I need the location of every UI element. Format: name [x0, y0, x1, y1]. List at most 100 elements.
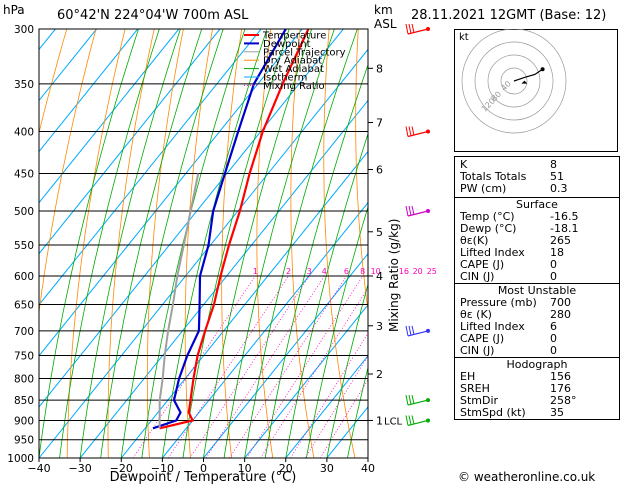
- isotherm-line: [39, 29, 139, 153]
- dry-adiabat-line: [256, 29, 274, 458]
- pressure-tick-label: 400: [14, 127, 34, 139]
- surface-row: θε(K) 265: [455, 235, 619, 247]
- dry-adiabat-line: [621, 29, 629, 458]
- index-label: Totals Totals: [460, 170, 527, 183]
- wet-adiabat-line: [182, 29, 290, 458]
- legend-label-temperature: Temperature: [262, 31, 326, 42]
- index-value: 8: [550, 158, 557, 171]
- pressure-tick-label: 650: [14, 300, 34, 312]
- hodograph-trace: [513, 68, 543, 82]
- km-tick-label: 6: [376, 163, 383, 176]
- x-tick-label: 40: [361, 462, 375, 475]
- hodo-label: SREH: [460, 382, 490, 395]
- datetime-title: 28.11.2021 12GMT (Base: 12): [411, 8, 607, 23]
- wet-adiabat-line: [59, 29, 160, 458]
- wind-barb-flag: [408, 394, 412, 405]
- isotherm-line: [203, 252, 368, 458]
- wet-adiabat-line: [264, 63, 368, 458]
- isotherm-line: [39, 29, 344, 408]
- mixing-ratio-label: 4: [322, 267, 327, 276]
- wind-barb-flag: [405, 205, 409, 217]
- surface-value: -16.5: [550, 210, 579, 223]
- series-temperature: [159, 29, 310, 430]
- hodograph-ring: [487, 54, 541, 108]
- mu-row: CIN (J) 0: [455, 345, 619, 357]
- mixing-ratio-line: [246, 275, 364, 458]
- pressure-tick-label: 700: [14, 326, 34, 338]
- wind-barb-dot: [426, 418, 430, 423]
- surface-row: Temp (°C) -16.5: [455, 211, 619, 223]
- index-row-pw: PW (cm) 0.3: [455, 183, 619, 195]
- wind-barb-flag: [408, 126, 412, 136]
- hodo-row: EH 156: [455, 371, 619, 383]
- hodograph-frame: [454, 29, 618, 152]
- mixing-ratio-line: [319, 378, 368, 458]
- wind-barb-dot: [426, 209, 430, 214]
- pressure-tick-label: 750: [14, 350, 34, 362]
- mu-row: Lifted Index 6: [455, 321, 619, 333]
- mu-value: 280: [550, 308, 571, 321]
- legend-label-dewpoint: Dewpoint: [263, 39, 311, 50]
- dry-adiabat-line: [323, 29, 356, 458]
- hodo-label: StmSpd (kt): [460, 406, 526, 419]
- x-tick-label: 30: [320, 462, 334, 475]
- pressure-tick-label: 450: [14, 168, 34, 180]
- asl-label: ASL: [374, 17, 397, 31]
- km-tick-label: 7: [376, 116, 383, 129]
- pressure-tick-label: 900: [14, 415, 34, 427]
- mixing-ratio-label: 8: [360, 267, 365, 276]
- surface-row: Dewp (°C) -18.1: [455, 223, 619, 235]
- surface-value: 18: [550, 246, 564, 259]
- series-parcel: [158, 173, 200, 429]
- isotherm-line: [39, 29, 180, 204]
- hodograph-ring: [461, 29, 567, 134]
- isotherm-line: [39, 29, 221, 255]
- mixing-ratio-label: 3: [307, 267, 312, 276]
- pressure-tick-label: 600: [14, 271, 34, 283]
- mixing-ratio-label: 10: [371, 267, 381, 276]
- hodograph-title: Hodograph: [506, 358, 568, 371]
- mixing-ratio-label: 2: [286, 267, 291, 276]
- index-value: 0.3: [550, 182, 568, 195]
- isotherm-line: [244, 303, 368, 458]
- mixing-ratio-label: 16: [399, 267, 409, 276]
- wind-barb-flag: [405, 23, 409, 35]
- surface-value: -18.1: [550, 222, 579, 235]
- x-tick-label: 0: [200, 462, 207, 475]
- x-tick-label: −40: [27, 462, 50, 475]
- mixing-ratio-label: 6: [344, 267, 349, 276]
- surface-title: Surface: [516, 198, 558, 211]
- wind-barb-flag: [411, 394, 415, 404]
- mu-label: Pressure (mb): [460, 296, 537, 309]
- wind-barb-flag: [408, 415, 412, 425]
- surface-row: CIN (J) 0: [455, 271, 619, 283]
- wind-barb-dot: [426, 27, 430, 31]
- wind-barb-flag: [408, 325, 412, 336]
- surface-label: CIN (J): [460, 270, 495, 283]
- mu-value: 0: [550, 344, 557, 357]
- mu-label: CAPE (J): [460, 332, 505, 345]
- wind-barb-flag: [405, 126, 409, 137]
- surface-label: CAPE (J): [460, 258, 505, 271]
- hodo-row: SREH 176: [455, 383, 619, 395]
- pressure-tick-label: 950: [14, 435, 34, 447]
- pressure-tick-label: 1000: [7, 453, 34, 465]
- pressure-tick-label: 350: [14, 79, 34, 91]
- mu-row: θε (K) 280: [455, 309, 619, 321]
- hpa-label: hPa: [3, 3, 25, 17]
- surface-row: Lifted Index 18: [455, 247, 619, 259]
- legend-label-isotherm: Isotherm: [263, 73, 307, 84]
- dry-adiabat-line: [66, 29, 126, 458]
- dry-adiabat-line: [146, 29, 184, 458]
- index-value: 51: [550, 170, 564, 183]
- wind-barb-flag: [411, 325, 415, 335]
- wet-adiabat-line: [305, 205, 368, 458]
- legend-label-mixing_ratio: Mixing Ratio: [263, 81, 325, 92]
- surface-label: Dewp (°C): [460, 222, 517, 235]
- hodo-value: 258°: [550, 394, 577, 407]
- pressure-tick-label: 550: [14, 240, 34, 252]
